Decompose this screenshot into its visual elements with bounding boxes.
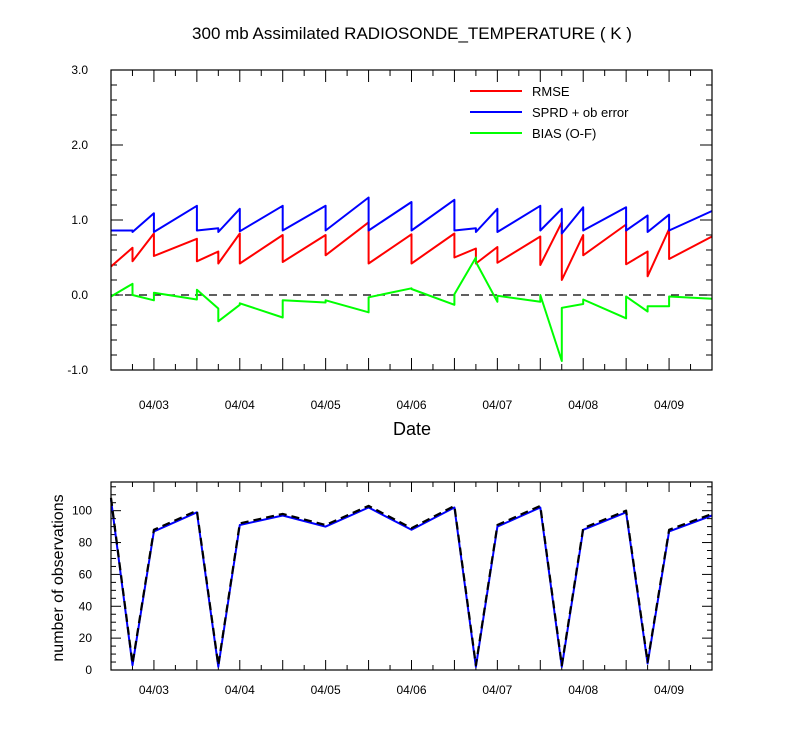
x-tick-label: 04/03: [139, 683, 169, 697]
x-tick-label: 04/03: [139, 398, 169, 412]
top-panel-ticks: [110, 69, 713, 371]
y-tick-label: -1.0: [67, 363, 88, 377]
series-line-used: [110, 499, 713, 668]
bottom-panel-tick-labels: 04/03 04/04 04/05 04/06 04/07 04/08 04/09 0 20 40…: [72, 504, 684, 697]
y-tick-label: 20: [79, 631, 93, 645]
top-panel-tick-labels: 04/03 04/04 04/05 04/06 04/07 04/08 04/09 -1.0 0…: [67, 63, 684, 412]
bottom-panel-frame: [110, 481, 713, 671]
y-tick-label: 0.0: [71, 288, 88, 302]
x-tick-label: 04/09: [654, 683, 684, 697]
y-axis-label: number of observations: [50, 494, 67, 661]
y-tick-label: 60: [79, 567, 93, 581]
legend-label-sprd: SPRD + ob error: [532, 105, 629, 120]
y-tick-label: 2.0: [71, 138, 88, 152]
bottom-panel-ticks: [110, 482, 713, 671]
x-tick-label: 04/04: [225, 683, 255, 697]
chart-title: 300 mb Assimilated RADIOSONDE_TEMPERATUR…: [192, 24, 632, 43]
series-line-bias-o-f: [110, 256, 713, 362]
x-tick-label: 04/07: [482, 398, 512, 412]
top-panel-series: [110, 196, 713, 362]
series-line-sprd-ob-error: [111, 196, 713, 235]
y-tick-label: 100: [72, 504, 92, 518]
x-tick-label: 04/05: [311, 398, 341, 412]
bottom-panel-series: [109, 497, 713, 668]
x-tick-label: 04/08: [568, 398, 598, 412]
top-panel-frame: [110, 69, 713, 371]
x-tick-label: 04/05: [311, 683, 341, 697]
x-tick-label: 04/08: [568, 683, 598, 697]
legend-label-bias: BIAS (O-F): [532, 126, 596, 141]
y-tick-label: 80: [79, 536, 93, 550]
y-tick-label: 40: [79, 599, 93, 613]
x-tick-label: 04/06: [396, 683, 426, 697]
x-axis-label: Date: [393, 419, 431, 439]
x-tick-label: 04/07: [482, 683, 512, 697]
y-tick-label: 3.0: [71, 63, 88, 77]
x-tick-label: 04/09: [654, 398, 684, 412]
x-tick-label: 04/04: [225, 398, 255, 412]
y-tick-label: 0: [85, 663, 92, 677]
y-tick-label: 1.0: [71, 213, 88, 227]
legend: RMSE SPRD + ob error BIAS (O-F): [470, 84, 629, 141]
series-line-possible: [109, 497, 713, 667]
legend-label-rmse: RMSE: [532, 84, 570, 99]
series-line-rmse: [110, 221, 713, 281]
x-tick-label: 04/06: [396, 398, 426, 412]
